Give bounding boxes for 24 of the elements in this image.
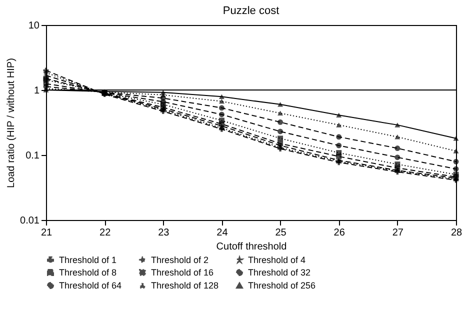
y-tick-label: 0.01 — [20, 216, 40, 226]
chart-title: Puzzle cost — [222, 5, 280, 17]
x-tick-label: 24 — [216, 228, 228, 238]
legend-label: Threshold of 1 — [59, 254, 117, 265]
x-tick-label: 28 — [450, 228, 462, 238]
x-tick-label: 25 — [275, 228, 287, 238]
legend-label: Threshold of 256 — [248, 280, 316, 290]
x-tick-label: 27 — [392, 228, 404, 238]
y-tick-label: 10 — [28, 20, 40, 32]
legend-label: Threshold of 128 — [151, 280, 219, 290]
legend-label: Threshold of 4 — [248, 255, 306, 266]
y-tick-label: 1 — [34, 86, 40, 96]
x-axis-title: Cutoff threshold — [216, 242, 287, 252]
x-tick-label: 23 — [158, 228, 170, 238]
legend-label: Threshold of 2 — [151, 254, 209, 265]
legend-label: Threshold of 16 — [151, 268, 214, 278]
legend-label: Threshold of 8 — [59, 268, 117, 278]
legend-label: Threshold of 64 — [59, 280, 122, 290]
x-tick-label: 26 — [334, 228, 346, 238]
x-tick-label: 22 — [100, 228, 112, 238]
y-tick-label: 0.1 — [26, 150, 40, 162]
x-tick-label: 21 — [40, 228, 52, 238]
y-axis-title: Load ratio (HIP / without HIP) — [6, 58, 18, 188]
legend-label: Threshold of 32 — [248, 268, 311, 278]
